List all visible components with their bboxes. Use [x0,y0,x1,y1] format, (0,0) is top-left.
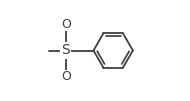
Text: O: O [61,18,71,31]
Text: S: S [61,44,70,57]
Text: O: O [61,70,71,83]
